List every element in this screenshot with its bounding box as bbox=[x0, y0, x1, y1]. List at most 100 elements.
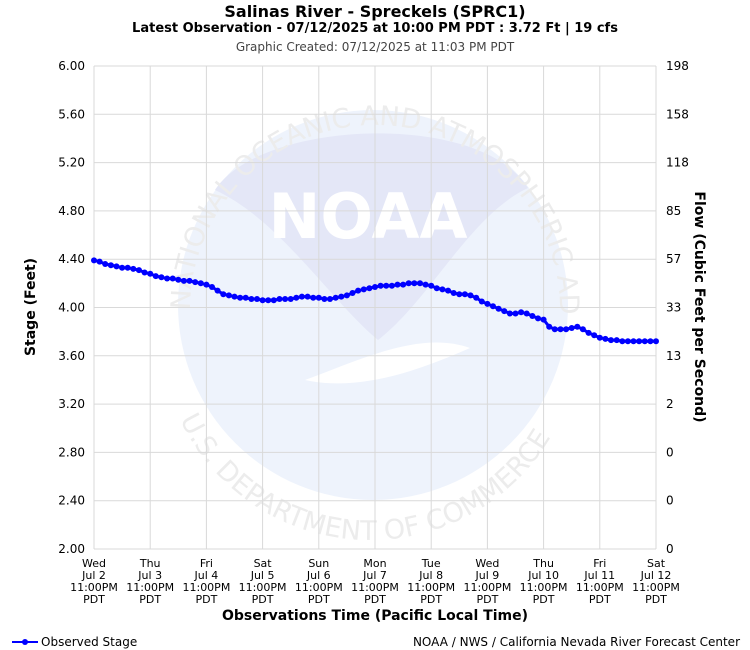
series-observed-stage bbox=[91, 257, 659, 345]
data-point bbox=[518, 309, 525, 316]
y-tick-label: 2.80 bbox=[58, 445, 85, 459]
y2-tick-label: 57 bbox=[666, 252, 681, 266]
data-point bbox=[164, 275, 171, 282]
x-tick-label: 11:00PM bbox=[520, 581, 568, 594]
data-point bbox=[563, 326, 570, 333]
data-point bbox=[495, 305, 502, 312]
x-tick-label: Jul 11 bbox=[583, 569, 615, 582]
data-point bbox=[231, 293, 238, 300]
x-axis-label: Observations Time (Pacific Local Time) bbox=[222, 608, 528, 624]
data-point bbox=[338, 293, 345, 300]
data-point bbox=[270, 297, 277, 304]
data-point bbox=[310, 294, 317, 301]
data-point bbox=[619, 338, 626, 345]
x-tick-label: PDT bbox=[533, 593, 555, 606]
data-point bbox=[388, 282, 395, 289]
x-tick-label: 11:00PM bbox=[463, 581, 511, 594]
x-tick-label: 11:00PM bbox=[576, 581, 624, 594]
data-point bbox=[107, 262, 114, 269]
data-point bbox=[490, 303, 496, 310]
x-tick-label: Jul 10 bbox=[527, 569, 559, 582]
x-tick-label: 11:00PM bbox=[295, 581, 343, 594]
data-point bbox=[237, 294, 244, 301]
x-tick-label: Thu bbox=[139, 557, 161, 570]
data-point bbox=[321, 296, 328, 302]
data-point bbox=[602, 335, 609, 342]
data-point bbox=[327, 296, 333, 302]
y-tick-label: 5.60 bbox=[58, 107, 85, 121]
x-tick-label: PDT bbox=[195, 593, 217, 606]
data-point bbox=[478, 298, 485, 305]
noaa-watermark: NOAA NATIONAL OCEANIC AND ATMOSPHERIC AD… bbox=[0, 0, 584, 547]
y-tick-label: 2.40 bbox=[58, 494, 85, 508]
x-tick-label: PDT bbox=[364, 593, 386, 606]
y2-tick-label: 198 bbox=[666, 59, 689, 73]
watermark-logo-text: NOAA bbox=[269, 180, 468, 253]
data-point bbox=[197, 280, 204, 287]
y-tick-label: 4.80 bbox=[58, 204, 85, 218]
x-tick-label: Jul 2 bbox=[81, 569, 106, 582]
data-point bbox=[169, 275, 176, 282]
graphic-created: Graphic Created: 07/12/2025 at 11:03 PM … bbox=[235, 40, 515, 54]
x-tick-label: Wed bbox=[82, 557, 106, 570]
data-point bbox=[585, 329, 592, 336]
x-tick-label: 11:00PM bbox=[70, 581, 118, 594]
data-point bbox=[383, 282, 390, 289]
latest-observation: Latest Observation - 07/12/2025 at 10:00… bbox=[132, 21, 618, 36]
data-point bbox=[124, 264, 131, 271]
legend: Observed Stage bbox=[12, 635, 137, 649]
data-point bbox=[254, 296, 260, 302]
data-point bbox=[467, 292, 474, 299]
data-point bbox=[568, 325, 575, 331]
data-point bbox=[349, 290, 356, 296]
grid bbox=[93, 65, 657, 550]
data-point bbox=[372, 284, 378, 290]
data-point bbox=[298, 293, 305, 300]
data-point bbox=[439, 286, 446, 293]
x-tick-label: Fri bbox=[200, 557, 213, 570]
data-point bbox=[332, 294, 339, 301]
x-tick-label: 11:00PM bbox=[407, 581, 455, 594]
x-tick-label: Jul 6 bbox=[306, 569, 331, 582]
data-point bbox=[411, 280, 418, 287]
x-tick-label: Tue bbox=[421, 557, 441, 570]
x-tick-label: Sun bbox=[308, 557, 329, 570]
data-point bbox=[287, 296, 294, 302]
data-point bbox=[209, 284, 215, 290]
data-point bbox=[579, 326, 586, 333]
data-point bbox=[523, 310, 530, 317]
data-point bbox=[608, 337, 614, 344]
x-tick-label: 11:00PM bbox=[351, 581, 399, 594]
data-point bbox=[400, 281, 407, 288]
data-point bbox=[428, 282, 435, 289]
data-point bbox=[405, 280, 412, 287]
data-point bbox=[473, 294, 480, 301]
y-tick-label: 3.20 bbox=[58, 397, 85, 411]
data-point bbox=[130, 265, 137, 272]
data-point bbox=[529, 313, 536, 319]
data-point bbox=[242, 294, 249, 301]
data-point bbox=[461, 291, 468, 298]
x-tick-label: Sat bbox=[254, 557, 273, 570]
x-tick-label: Thu bbox=[532, 557, 554, 570]
data-point bbox=[220, 291, 227, 298]
data-point bbox=[636, 338, 643, 345]
data-point bbox=[276, 296, 283, 302]
data-point bbox=[551, 326, 558, 333]
y-tick-label: 5.20 bbox=[58, 156, 85, 170]
y2-tick-label: 2 bbox=[666, 397, 674, 411]
data-point bbox=[282, 296, 289, 302]
y2-tick-label: 0 bbox=[666, 494, 674, 508]
data-point bbox=[265, 297, 272, 304]
data-point bbox=[225, 292, 232, 299]
data-point bbox=[158, 274, 165, 281]
x-tick-label: 11:00PM bbox=[182, 581, 230, 594]
x-tick-label: PDT bbox=[476, 593, 498, 606]
data-point bbox=[248, 296, 255, 302]
y2-tick-label: 158 bbox=[666, 107, 689, 121]
data-point bbox=[433, 285, 440, 292]
credit-text: NOAA / NWS / California Nevada River For… bbox=[412, 635, 740, 649]
data-point bbox=[192, 279, 199, 286]
